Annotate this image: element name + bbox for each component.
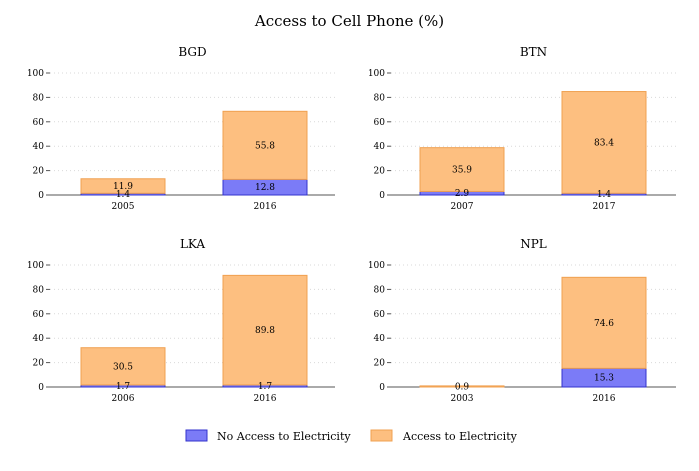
y-tick-label: 60 <box>33 310 45 320</box>
y-tick-label: 80 <box>374 285 386 295</box>
bar-segment-access[interactable] <box>561 276 647 369</box>
y-tick-label: 0 <box>379 383 385 393</box>
chart-panel-bgd: BGD 0 20 40 60 80 100 1.411.9 2005 12.8 55.8 2016 <box>27 45 335 212</box>
chart-panel-npl: NPL 0 20 40 60 80 100 0.9 2003 15.3 74.6 2016 <box>368 237 676 404</box>
data-label: 15.3 <box>594 374 614 384</box>
x-tick-label: 2016 <box>593 394 616 404</box>
y-tick-label: 40 <box>374 334 386 344</box>
data-label: 89.8 <box>255 326 275 336</box>
x-tick-label: 2006 <box>112 394 135 404</box>
y-tick-label: 0 <box>38 383 44 393</box>
chart-panel-btn: BTN 0 20 40 60 80 100 2.9 35.9 2007 1.4 83.4 2017 <box>368 45 676 212</box>
y-tick-label: 100 <box>27 69 44 79</box>
data-label: 12.8 <box>255 183 275 193</box>
bar-segment-access[interactable] <box>80 178 166 194</box>
y-tick-label: 20 <box>33 167 45 177</box>
bar-segment-access[interactable] <box>419 385 505 388</box>
data-label: 30.5 <box>113 362 133 372</box>
x-tick-label: 2003 <box>451 394 474 404</box>
data-label: 11.9 <box>113 182 133 192</box>
bar-segment-access[interactable] <box>80 347 166 386</box>
legend-label-access: Access to Electricity <box>402 430 518 443</box>
legend-label-no-access: No Access to Electricity <box>217 430 351 443</box>
y-tick-label: 20 <box>374 167 386 177</box>
chart-panel-lka: LKA 0 20 40 60 80 100 1.7 30.5 2006 1.7 89.8 2016 <box>27 237 335 404</box>
y-tick-label: 0 <box>379 191 385 201</box>
figure-title: Access to Cell Phone (%) <box>254 12 444 30</box>
data-label: 83.4 <box>594 138 614 148</box>
y-tick-label: 80 <box>33 285 45 295</box>
x-tick-label: 2007 <box>451 202 474 212</box>
legend-swatch-access <box>370 429 393 442</box>
legend-swatch-no-access <box>185 429 208 442</box>
y-tick-label: 20 <box>33 359 45 369</box>
y-tick-label: 80 <box>374 93 386 103</box>
bar-segment-access[interactable] <box>561 91 647 194</box>
data-label: 1.7 <box>258 382 273 392</box>
y-tick-label: 60 <box>374 118 386 128</box>
data-label: 1.4 <box>116 190 131 200</box>
y-tick-label: 40 <box>33 334 45 344</box>
y-tick-label: 40 <box>374 142 386 152</box>
y-tick-label: 60 <box>33 118 45 128</box>
x-tick-label: 2016 <box>254 394 277 404</box>
y-tick-label: 100 <box>27 261 44 271</box>
y-tick-label: 60 <box>374 310 386 320</box>
bar-segment-access[interactable] <box>222 274 308 386</box>
legend-item-no-access[interactable]: No Access to Electricity <box>185 429 351 443</box>
y-tick-label: 80 <box>33 93 45 103</box>
data-label: 74.6 <box>594 319 614 329</box>
data-label: 55.8 <box>255 141 275 151</box>
x-tick-label: 2017 <box>593 202 616 212</box>
y-tick-label: 40 <box>33 142 45 152</box>
data-label: 1.7 <box>116 382 131 392</box>
bar-segment-access[interactable] <box>419 147 505 192</box>
y-tick-label: 100 <box>368 69 385 79</box>
panel-title: BGD <box>178 45 206 59</box>
bar-segment-access[interactable] <box>222 110 308 180</box>
y-tick-label: 0 <box>38 191 44 201</box>
y-tick-label: 100 <box>368 261 385 271</box>
legend-item-access[interactable]: Access to Electricity <box>370 429 518 443</box>
y-tick-label: 20 <box>374 359 386 369</box>
legend: No Access to Electricity Access to Elect… <box>185 429 518 443</box>
chart-panels: BGD0204060801001.411.9200512.855.82016BT… <box>27 45 676 404</box>
data-label: 0.9 <box>455 382 470 392</box>
x-tick-label: 2005 <box>112 202 135 212</box>
panel-title: BTN <box>520 45 547 59</box>
panel-title: NPL <box>520 237 547 251</box>
data-label: 2.9 <box>455 189 470 199</box>
x-tick-label: 2016 <box>254 202 277 212</box>
panel-title: LKA <box>180 237 205 251</box>
data-label: 1.4 <box>597 190 612 200</box>
data-label: 35.9 <box>452 166 472 176</box>
